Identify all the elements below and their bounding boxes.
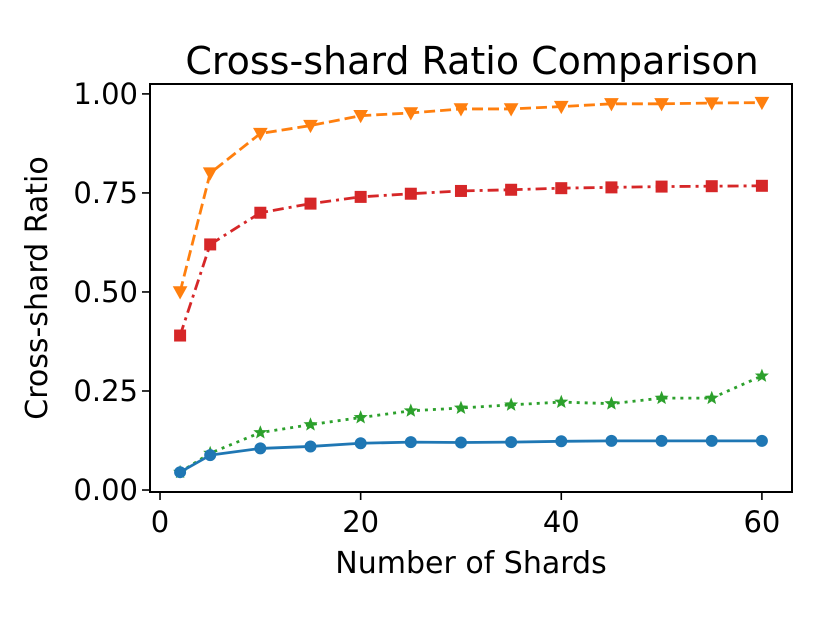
data-point-triangle [754,96,770,111]
data-point-circle [755,434,768,447]
series-line [179,374,763,474]
data-point-triangle [353,109,369,124]
data-point-circle [454,436,467,449]
data-point-star [453,400,468,414]
data-point-circle [174,466,187,479]
data-point-square [555,182,568,195]
data-point-square [354,190,367,203]
data-point-triangle [202,167,218,181]
data-point-circle [655,434,668,447]
plot-frame [149,83,793,493]
data-point-square [174,329,187,342]
x-tick-label: 0 [151,505,169,539]
data-point-circle [605,434,618,447]
data-point-triangle [172,286,188,300]
data-point-circle [505,436,518,449]
data-point-circle [354,437,367,450]
data-point-square [705,180,718,193]
data-point-star [754,368,769,382]
plot-area [172,96,770,479]
data-point-triangle [453,103,469,117]
x-axis-title: Number of Shards [335,546,606,581]
x-tick-label: 60 [743,505,780,539]
series-2 [173,368,769,479]
y-tick-label: 0.75 [73,176,138,210]
data-point-star [504,397,519,411]
data-point-triangle [553,100,569,115]
data-point-square [254,206,267,219]
data-point-circle [555,435,568,448]
data-point-star [654,390,669,405]
data-point-circle [254,442,267,455]
data-point-square [454,184,467,197]
data-point-circle [404,436,417,449]
data-point-square [204,238,217,251]
data-point-square [304,197,317,210]
data-point-circle [705,434,718,447]
data-point-star [554,394,569,409]
data-point-triangle [654,98,669,112]
series-0 [172,96,770,300]
data-point-star [403,403,418,417]
series-3 [174,434,768,479]
data-point-star [353,410,368,424]
data-point-star [604,396,619,410]
y-tick-label: 0.25 [73,374,138,408]
y-tick-label: 0.50 [73,275,138,309]
data-point-star [704,390,719,405]
axes: 0 20 40 60 0.00 0.25 0.50 0.75 1.00 [73,77,780,539]
chart-title: Cross-shard Ratio Comparison [185,39,758,83]
data-point-circle [304,440,317,453]
data-point-star [253,425,268,439]
data-point-square [404,187,417,200]
data-point-square [755,179,768,192]
data-point-triangle [303,119,318,134]
series-line [178,184,762,336]
data-point-triangle [503,103,519,117]
y-tick-label: 0.00 [73,473,138,507]
data-point-square [655,180,668,193]
x-tick-label: 20 [342,505,379,539]
y-tick-label: 1.00 [73,77,138,111]
data-point-circle [204,449,217,462]
data-point-triangle [704,97,720,111]
data-point-triangle [403,107,419,121]
data-point-triangle [252,127,268,142]
series-1 [174,179,768,342]
data-point-triangle [604,98,619,112]
x-tick-label: 40 [543,505,580,539]
data-point-square [505,183,518,196]
data-point-square [605,181,618,194]
data-point-star [303,417,318,431]
series-line [179,439,762,474]
y-axis-title: Cross-shard Ratio [20,156,55,420]
series-line [178,101,762,293]
